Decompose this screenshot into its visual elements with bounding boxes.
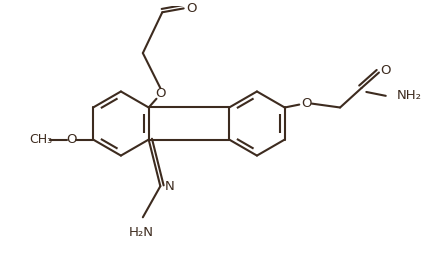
- Text: O: O: [67, 133, 77, 146]
- Text: CH₃: CH₃: [29, 133, 52, 146]
- Text: NH₂: NH₂: [396, 89, 422, 102]
- Text: O: O: [186, 2, 197, 15]
- Text: O: O: [155, 87, 165, 100]
- Text: O: O: [381, 64, 391, 77]
- Text: O: O: [301, 97, 311, 110]
- Text: N: N: [165, 180, 175, 193]
- Text: H₂N: H₂N: [128, 226, 153, 239]
